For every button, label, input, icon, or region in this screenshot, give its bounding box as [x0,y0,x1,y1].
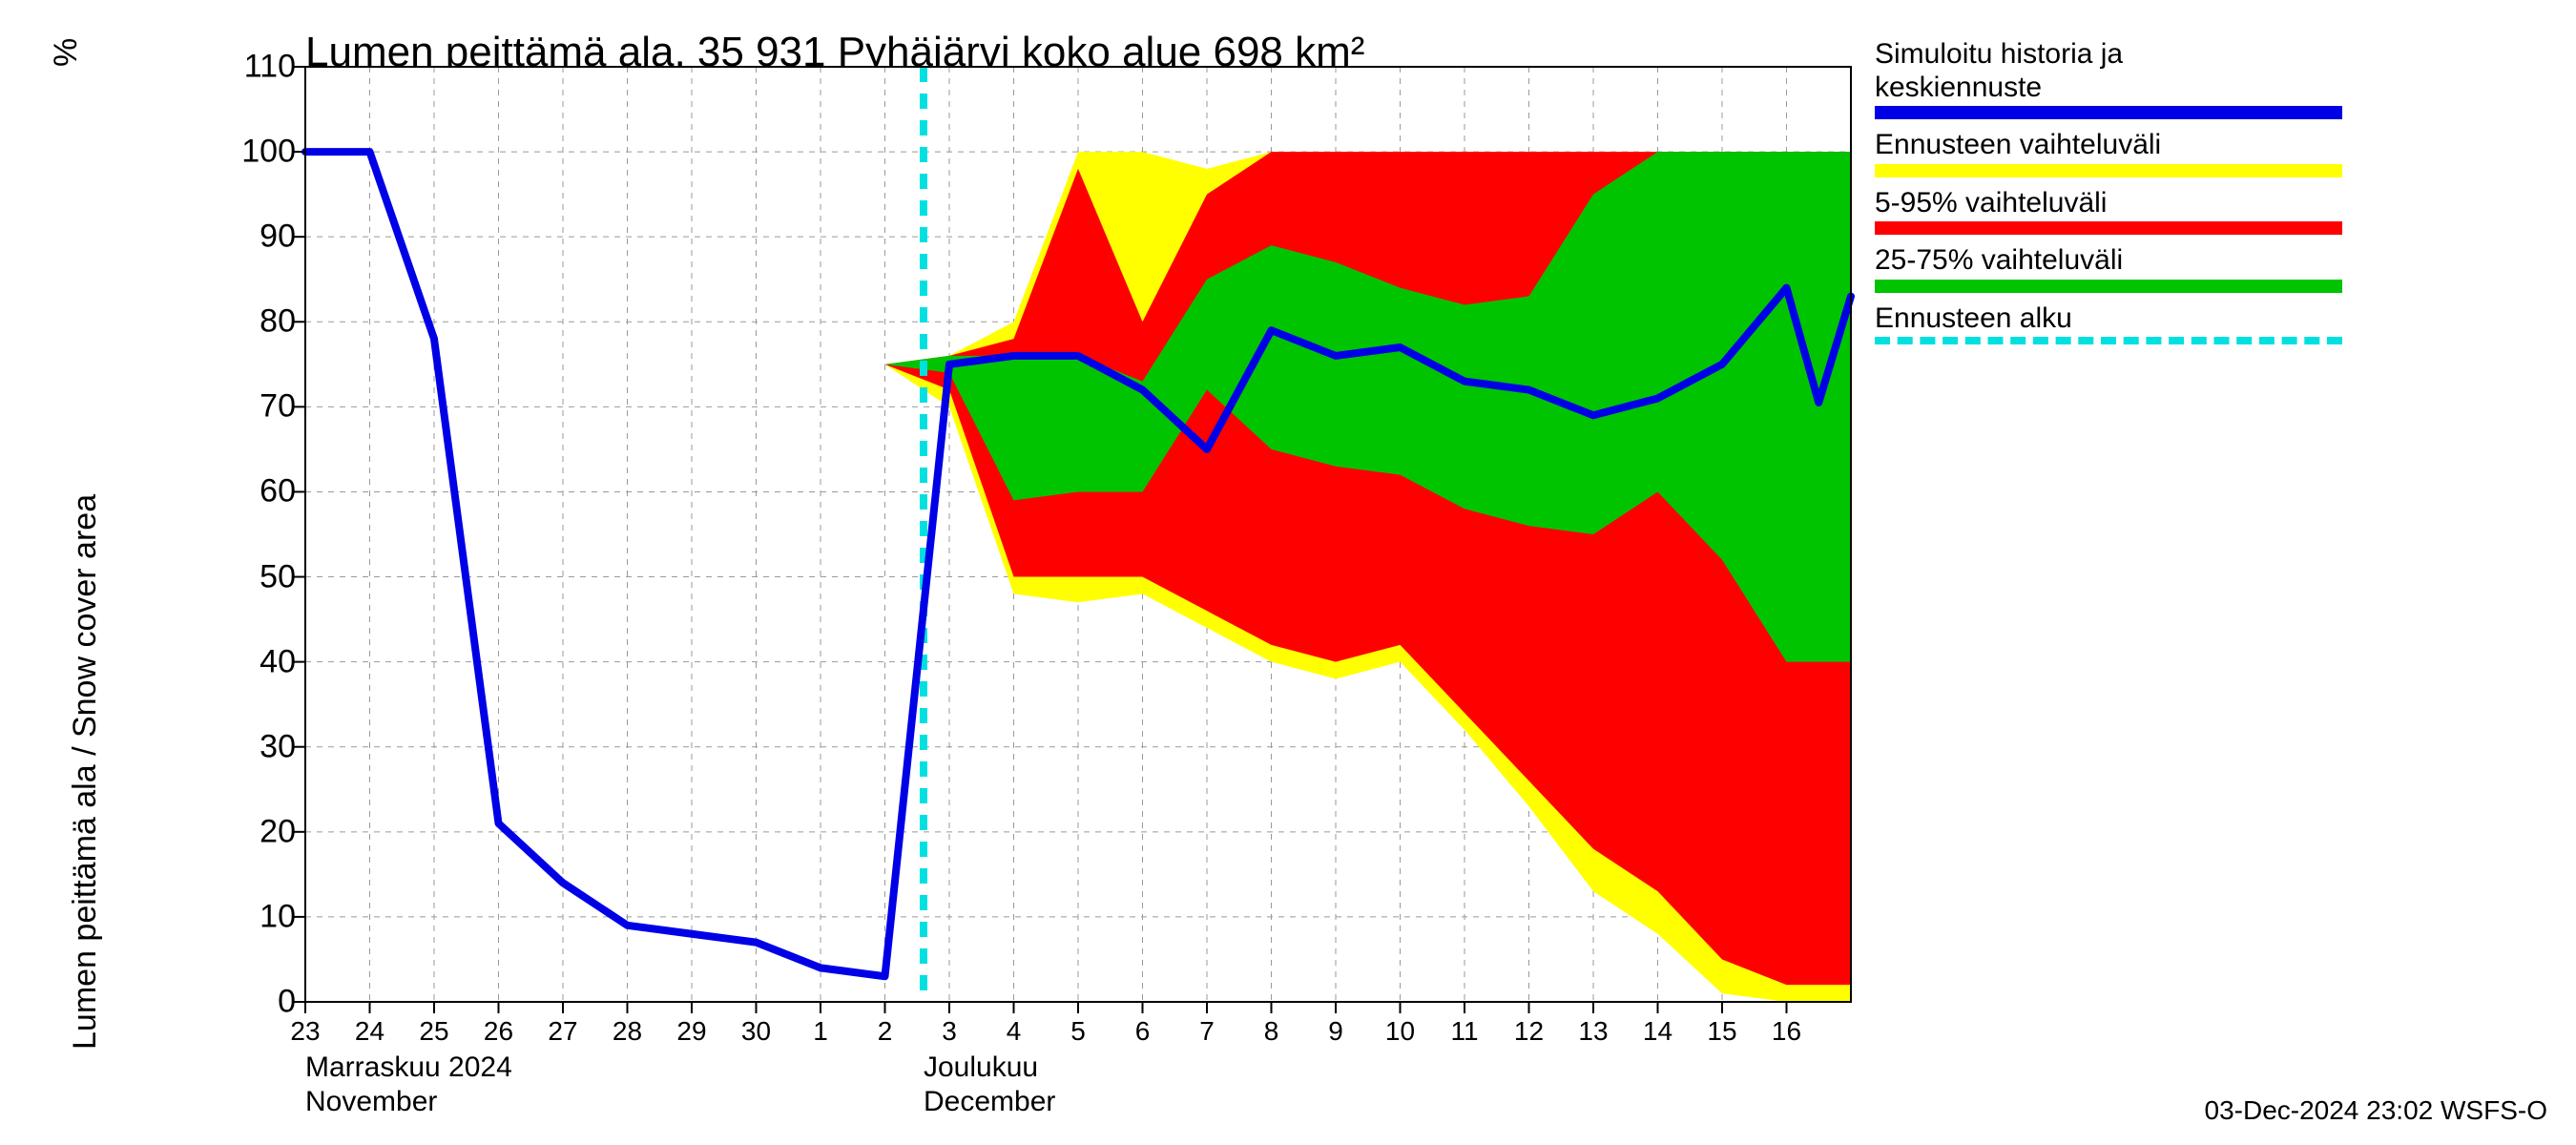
x-tick: 14 [1643,1016,1672,1047]
x-tick: 23 [290,1016,320,1047]
x-tick: 7 [1199,1016,1215,1047]
y-tick: 0 [200,984,296,1021]
y-tick: 110 [200,49,296,86]
x-tick: 3 [942,1016,957,1047]
x-tick: 10 [1385,1016,1415,1047]
y-tick: 70 [200,388,296,426]
y-tick: 10 [200,898,296,935]
x-tick: 15 [1707,1016,1736,1047]
x-tick: 4 [1007,1016,1022,1047]
legend-swatch [1875,164,2342,177]
y-axis-unit: % [48,38,85,67]
month-label: November [305,1086,437,1118]
x-tick: 9 [1328,1016,1343,1047]
y-tick: 100 [200,134,296,171]
x-tick: 2 [878,1016,893,1047]
x-tick: 6 [1135,1016,1151,1047]
x-tick: 29 [676,1016,706,1047]
x-tick: 28 [613,1016,642,1047]
legend-label: Ennusteen vaihteluväli [1875,129,2543,162]
legend-label: 25-75% vaihteluväli [1875,244,2543,278]
legend-entry: Simuloitu historia ja keskiennuste [1875,38,2543,119]
chart-container: % Lumen peittämä ala / Snow cover area L… [0,0,2576,1145]
legend-label: Simuloitu historia ja keskiennuste [1875,38,2543,104]
legend: Simuloitu historia ja keskiennuste Ennust… [1875,38,2543,354]
x-tick: 1 [813,1016,828,1047]
x-tick: 16 [1772,1016,1801,1047]
legend-swatch [1875,280,2342,293]
legend-swatch [1875,106,2342,119]
legend-entry: Ennusteen vaihteluväli [1875,129,2543,177]
plot-area [305,67,1851,1002]
month-label: Joulukuu [924,1051,1038,1084]
y-tick: 40 [200,643,296,680]
legend-entry: 25-75% vaihteluväli [1875,244,2543,293]
x-tick: 8 [1264,1016,1279,1047]
x-tick: 5 [1070,1016,1086,1047]
y-tick: 80 [200,303,296,341]
month-label: December [924,1086,1055,1118]
y-tick: 90 [200,219,296,256]
x-tick: 24 [355,1016,384,1047]
y-axis-label: Lumen peittämä ala / Snow cover area [67,494,104,1050]
legend-entry: 5-95% vaihteluväli [1875,187,2543,236]
legend-entry: Ennusteen alku [1875,302,2543,345]
legend-label: Ennusteen alku [1875,302,2543,336]
x-tick: 13 [1578,1016,1608,1047]
x-tick: 25 [419,1016,448,1047]
legend-label: 5-95% vaihteluväli [1875,187,2543,220]
y-tick: 20 [200,813,296,850]
y-tick: 60 [200,473,296,510]
legend-swatch [1875,221,2342,235]
y-tick: 30 [200,728,296,765]
x-tick: 12 [1514,1016,1544,1047]
footer-timestamp: 03-Dec-2024 23:02 WSFS-O [2205,1095,2548,1126]
x-tick: 26 [484,1016,513,1047]
legend-swatch [1875,337,2342,344]
month-label: Marraskuu 2024 [305,1051,512,1084]
y-tick: 50 [200,558,296,595]
x-tick: 27 [548,1016,577,1047]
x-tick: 11 [1450,1016,1478,1047]
x-tick: 30 [741,1016,771,1047]
